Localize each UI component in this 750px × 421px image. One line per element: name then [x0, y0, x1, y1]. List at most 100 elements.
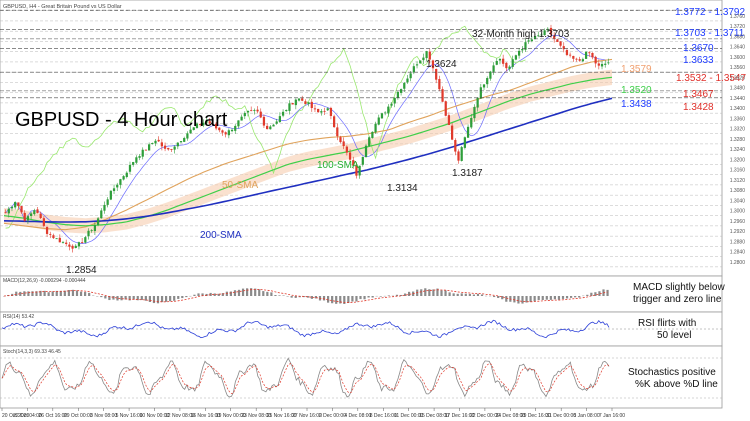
- candle-body: [39, 213, 42, 219]
- y-tick-label: 1.3720: [730, 24, 746, 30]
- candle-body: [90, 230, 93, 232]
- macd-bar: [148, 296, 151, 302]
- candle-body: [250, 110, 253, 112]
- x-tick-label: 12 Nov 08:00: [165, 413, 195, 419]
- candle-body: [256, 109, 259, 112]
- candle-body: [438, 79, 441, 90]
- annotation-1-2854: 1.2854: [66, 265, 97, 276]
- candle-body: [186, 133, 189, 139]
- candle-body: [358, 165, 361, 176]
- candle-body: [221, 130, 224, 133]
- candle-body: [163, 145, 167, 149]
- candle-body: [431, 60, 435, 69]
- candle-body: [285, 109, 288, 112]
- macd-bar: [128, 296, 131, 301]
- macd-bar: [209, 292, 212, 296]
- candle-body: [591, 53, 594, 58]
- annotation-32-month-high: 32-Month high 1.3703: [472, 29, 570, 40]
- candle-body: [71, 245, 74, 249]
- ichimoku-cloud: [4, 69, 612, 234]
- candle-body: [269, 126, 272, 130]
- candle-body: [562, 46, 565, 50]
- candle-body: [262, 116, 266, 126]
- macd-note-line1: MACD slightly below: [633, 282, 725, 293]
- y-tick-label: 1.3120: [730, 178, 746, 184]
- candle-body: [575, 58, 578, 60]
- macd-bar: [436, 288, 439, 296]
- candle-body: [495, 60, 498, 65]
- x-tick-label: 29 Oct 00:00: [64, 413, 93, 419]
- x-tick-label: 17 Dec 16:00: [445, 413, 475, 419]
- x-tick-label: 22 Dec 00:00: [470, 413, 500, 419]
- macd-bar: [379, 296, 382, 297]
- macd-bar: [79, 291, 83, 296]
- candle-body: [473, 106, 476, 119]
- macd-bar: [140, 296, 143, 301]
- candle-body: [243, 112, 246, 117]
- candle-body: [294, 99, 297, 106]
- candle-body: [584, 51, 588, 59]
- candle-body: [345, 146, 348, 153]
- x-tick-label: 20 Oct 2020: [2, 413, 29, 419]
- candle-body: [444, 101, 447, 116]
- candle-body: [237, 120, 240, 127]
- candle-body: [14, 202, 17, 208]
- candle-body: [454, 140, 457, 152]
- macd-bar: [108, 296, 111, 301]
- candle-body: [310, 101, 313, 108]
- candle-body: [141, 149, 144, 157]
- y-tick-label: 1.3080: [730, 188, 746, 194]
- candle-body: [281, 111, 285, 116]
- candle-body: [132, 162, 135, 165]
- macd-bar: [63, 290, 66, 296]
- candle-body: [183, 138, 186, 142]
- macd-bar: [19, 291, 22, 296]
- macd-bar: [403, 293, 407, 296]
- macd-bar: [274, 295, 277, 296]
- macd-bar: [39, 290, 42, 296]
- y-tick-label: 1.2960: [730, 219, 746, 225]
- macd-bar: [278, 295, 281, 296]
- candle-body: [581, 59, 585, 62]
- candle-body: [482, 84, 486, 88]
- candle-body: [403, 82, 406, 89]
- y-tick-label: 1.2800: [730, 260, 746, 266]
- macd-bar: [31, 291, 34, 296]
- candle-body: [230, 129, 234, 132]
- candle-body: [154, 140, 157, 144]
- macd-bar: [533, 296, 536, 302]
- candle-body: [326, 108, 329, 111]
- macd-bar: [310, 296, 313, 299]
- macd-bar: [432, 289, 435, 296]
- x-tick-label: 3 Nov 08:00: [90, 413, 117, 419]
- candle-body: [157, 139, 160, 142]
- macd-bar: [15, 291, 18, 296]
- macd-bar: [152, 296, 156, 304]
- macd-bar: [574, 296, 577, 298]
- candle-body: [103, 204, 106, 211]
- x-tick-label: 19 Nov 00:00: [216, 413, 246, 419]
- y-tick-label: 1.3680: [730, 34, 746, 40]
- macd-bar: [464, 293, 467, 296]
- candle-body: [594, 56, 597, 64]
- macd-bar: [100, 296, 103, 298]
- candle-body: [355, 165, 358, 176]
- y-tick-label: 1.3600: [730, 55, 746, 61]
- candle-body: [189, 129, 192, 134]
- candle-body: [476, 97, 479, 108]
- chikou-line: [5, 25, 526, 229]
- stochastic-header: Stoch(14,3,3) 69.33 46.45: [3, 349, 61, 355]
- candle-body: [33, 210, 36, 215]
- candle-body: [272, 124, 275, 127]
- candle-body: [422, 57, 425, 61]
- macd-bar: [387, 295, 390, 296]
- candle-body: [288, 103, 291, 111]
- x-tick-label: 16 Nov 16:00: [190, 413, 220, 419]
- candle-body: [396, 91, 400, 98]
- rsi-header: RSI(14) 53.42: [3, 314, 34, 320]
- macd-bar: [51, 291, 54, 296]
- label-200-sma: 200-SMA: [200, 230, 242, 241]
- candle-body: [466, 126, 470, 138]
- candle-body: [524, 42, 527, 50]
- cloud-band: [4, 69, 612, 234]
